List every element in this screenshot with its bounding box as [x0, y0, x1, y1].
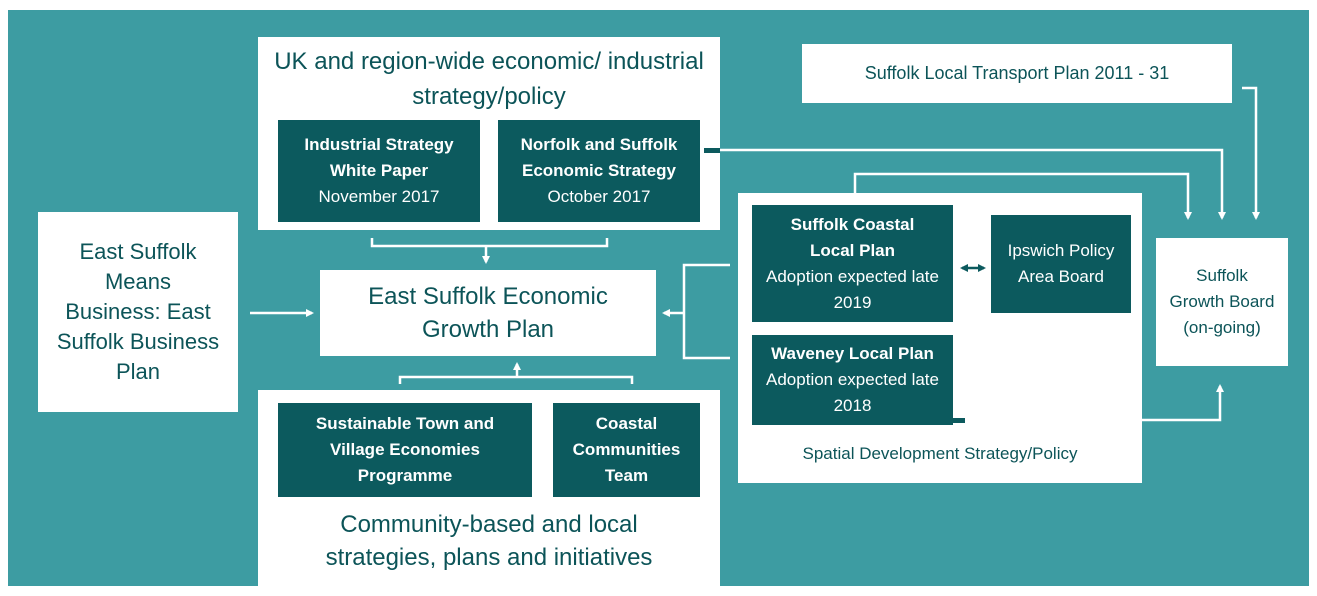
connector-stub	[953, 418, 965, 423]
growth-board: Suffolk Growth Board (on-going)	[1156, 238, 1288, 366]
plan-box: Waveney Local Plan Adoption expected lat…	[752, 335, 953, 425]
group-title: Community-based and local strategies, pl…	[325, 511, 653, 571]
business-plan: East Suffolk Means Business: East Suffol…	[38, 212, 238, 412]
plan-status: Adoption expected late 2019	[766, 266, 939, 312]
strategy-box: Norfolk and Suffolk Economic Strategy Oc…	[498, 120, 700, 222]
board-box: Ipswich Policy Area Board	[991, 215, 1131, 313]
transport-plan: Suffolk Local Transport Plan 2011 - 31	[802, 44, 1232, 103]
arrows	[250, 86, 1260, 422]
initiative-name: Coastal Communities Team	[572, 414, 681, 485]
strategy-name: Industrial Strategy White Paper	[304, 135, 454, 180]
board-name: Ipswich Policy Area Board	[1007, 241, 1115, 286]
initiative-box: Sustainable Town and Village Economies P…	[278, 403, 532, 497]
strategy-date: October 2017	[547, 187, 651, 206]
plan-status: Adoption expected late 2018	[766, 370, 939, 415]
strategy-name: Norfolk and Suffolk Economic Strategy	[520, 135, 678, 180]
plan-name: Suffolk Coastal Local Plan	[790, 214, 915, 260]
plan-name: Waveney Local Plan	[771, 344, 934, 363]
growth-plan: East Suffolk Economic Growth Plan	[320, 270, 656, 356]
strategy-box: Industrial Strategy White Paper November…	[278, 120, 480, 222]
connector-stub	[704, 148, 720, 153]
initiative-box: Coastal Communities Team	[553, 403, 700, 497]
plan-box: Suffolk Coastal Local Plan Adoption expe…	[752, 205, 953, 322]
initiative-name: Sustainable Town and Village Economies P…	[315, 414, 495, 485]
group-title: UK and region-wide economic/ industrial …	[274, 48, 704, 110]
strategy-date: November 2017	[318, 187, 440, 206]
group-title: Spatial Development Strategy/Policy	[802, 444, 1078, 463]
